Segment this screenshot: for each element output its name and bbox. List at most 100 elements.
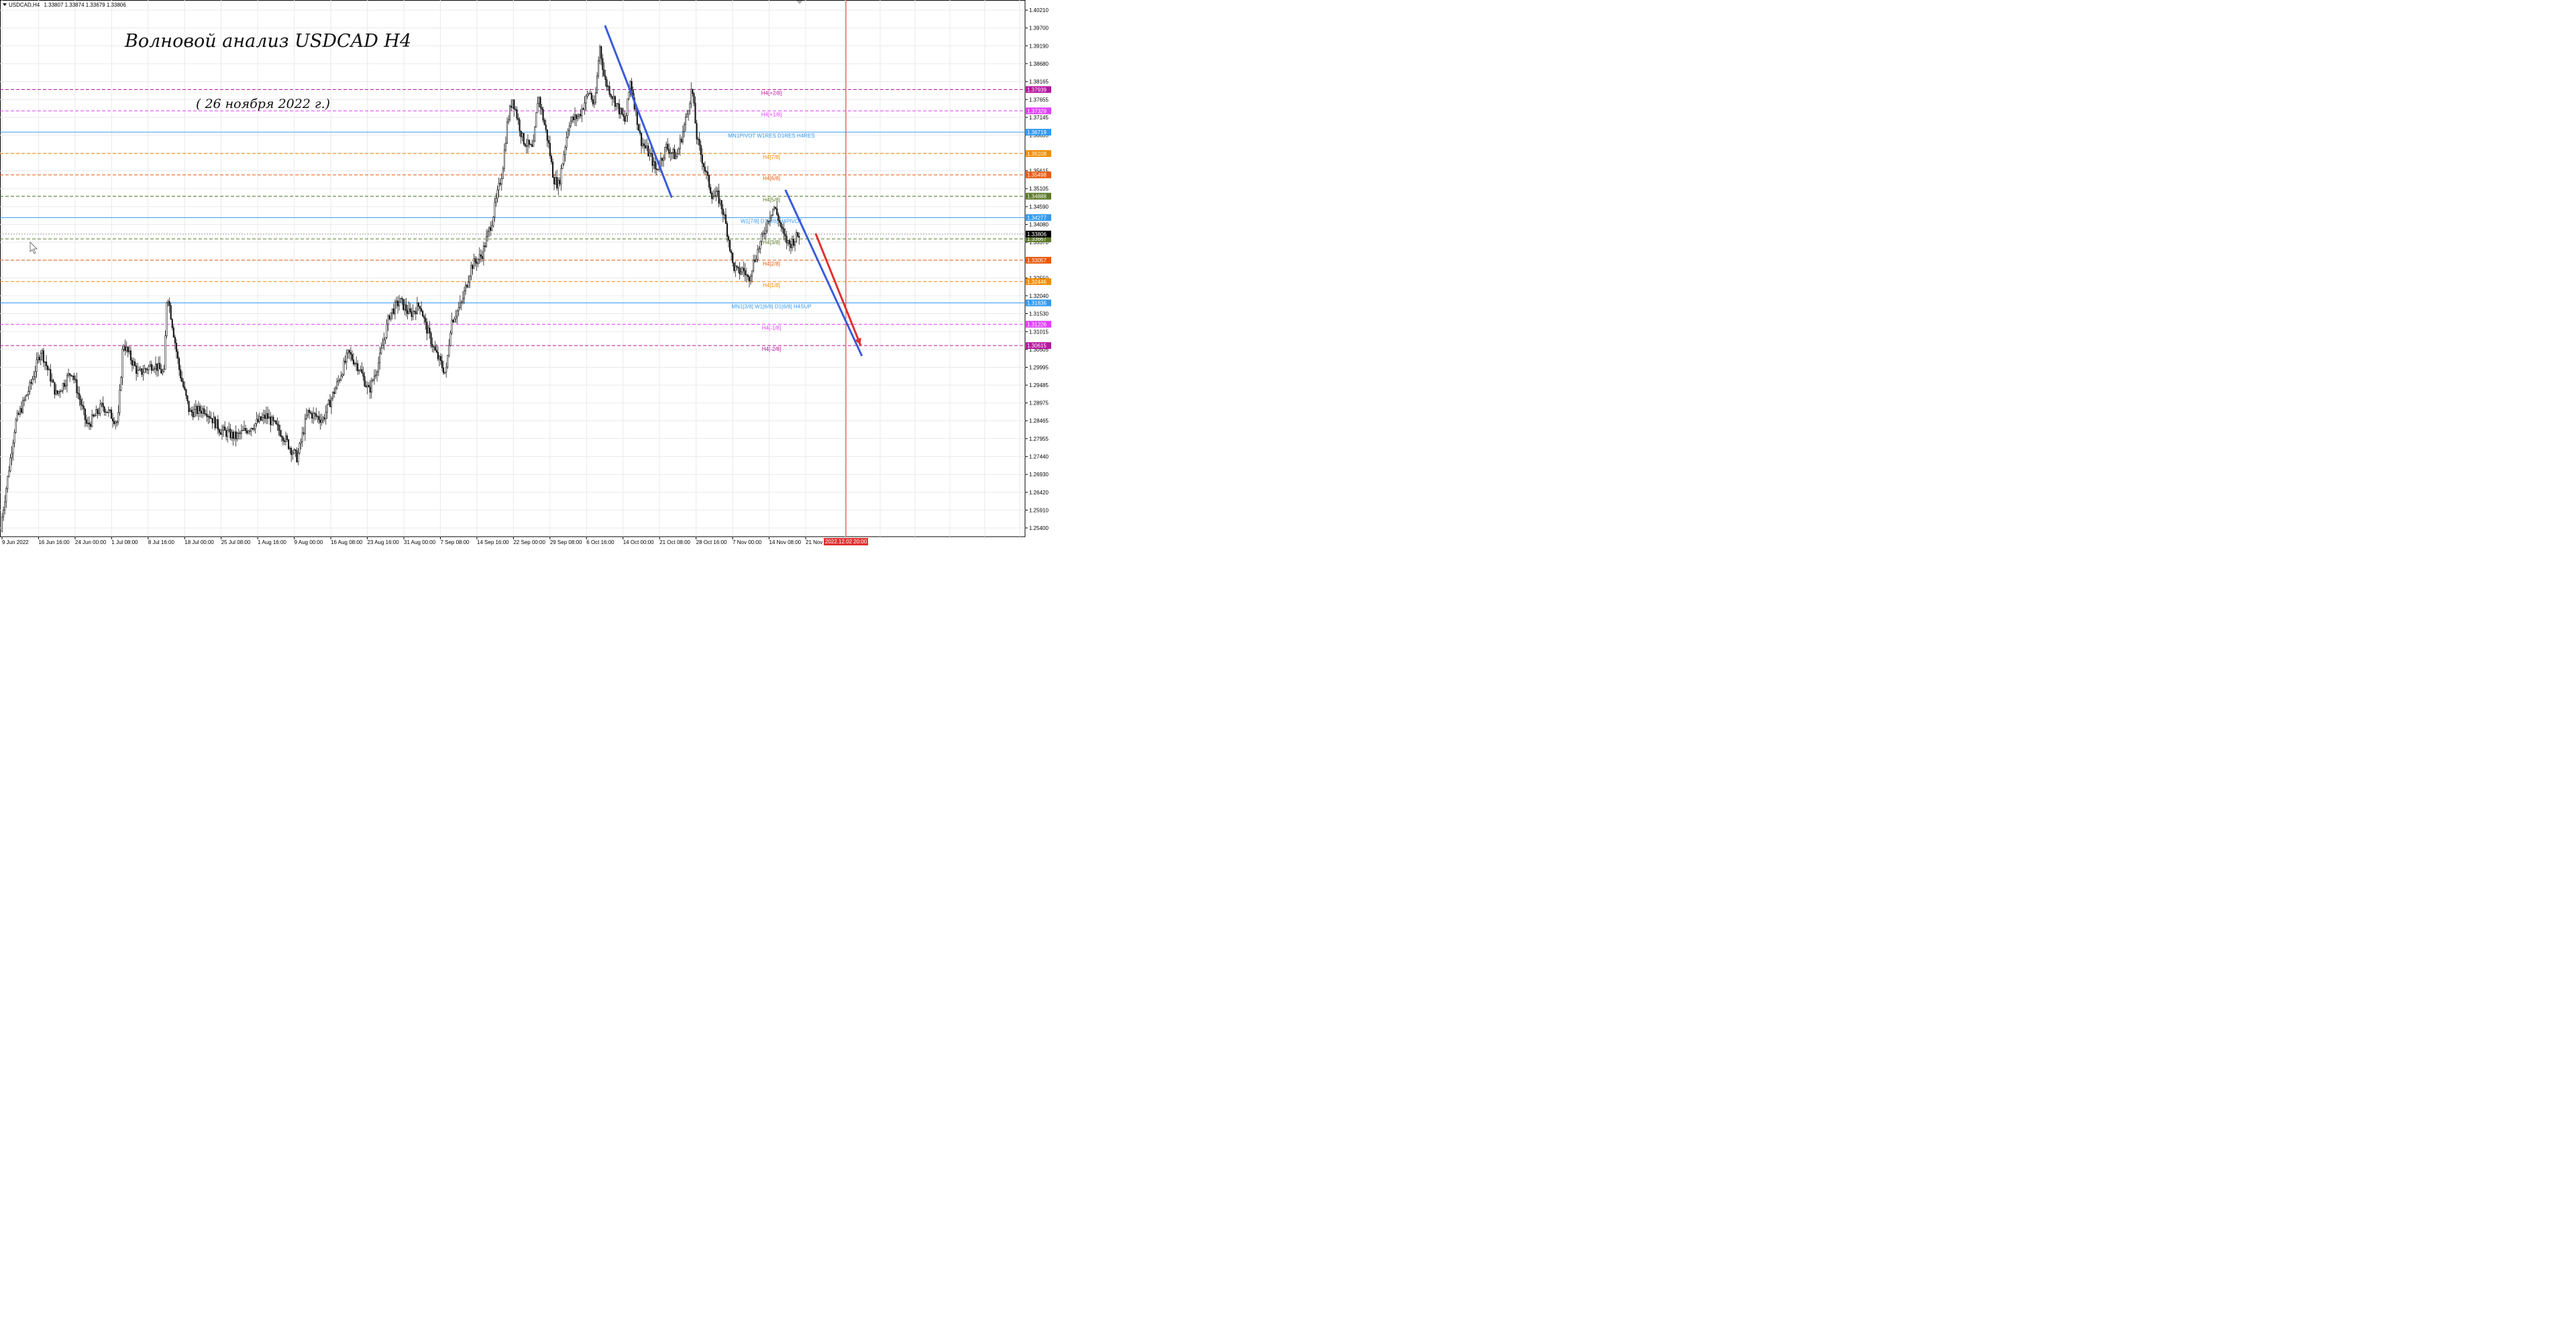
candle-body <box>369 386 371 393</box>
x-tick-label: 8 Jul 16:00 <box>148 539 175 545</box>
candle-body <box>388 315 390 320</box>
candle-body <box>191 409 193 413</box>
candle-body <box>566 137 568 148</box>
candle-body <box>594 93 597 103</box>
candle-body <box>93 414 95 417</box>
candle-body <box>80 399 82 405</box>
one-click-trading-chevron-icon[interactable] <box>796 1 803 4</box>
candle-body <box>646 146 648 149</box>
candle-body <box>743 268 745 271</box>
candle-body <box>103 407 105 413</box>
candle-body <box>449 333 451 346</box>
candle-body <box>344 360 346 363</box>
candle-body <box>283 440 285 442</box>
candle-body <box>480 254 482 257</box>
candle-body <box>744 270 746 276</box>
candle-body <box>358 370 360 372</box>
candle-body <box>512 99 514 108</box>
x-tick-label: 14 Nov 08:00 <box>769 539 802 545</box>
candle-body <box>12 442 14 454</box>
candle-body <box>478 254 480 260</box>
candle-body <box>364 376 366 386</box>
candle-body <box>77 392 79 394</box>
x-tick-label: 14 Sep 16:00 <box>477 539 509 545</box>
candle-body <box>137 370 139 374</box>
candle-body <box>13 432 15 443</box>
candle-body <box>395 301 398 303</box>
candle-body <box>672 149 674 153</box>
candle-body <box>15 419 17 433</box>
candle-body <box>335 388 337 394</box>
candle-body <box>775 207 777 209</box>
collapse-triangle-icon[interactable] <box>3 3 7 6</box>
candle-body <box>477 259 479 264</box>
candle-body <box>502 168 504 179</box>
candle-body <box>610 94 612 97</box>
chart-window[interactable]: H4[+2/8] H4[+1/8] MN1PIVOT W1RES D1RES H4R… <box>0 0 1052 547</box>
x-tick-label: 6 Oct 16:00 <box>586 539 614 545</box>
candle-body <box>474 258 476 262</box>
candle-body <box>469 276 471 282</box>
candle-body <box>132 361 135 366</box>
candle-body <box>59 391 61 392</box>
x-tick-label: 28 Oct 16:00 <box>696 539 727 545</box>
candle-body <box>531 144 533 147</box>
level-price-label: 1.31836 <box>1027 301 1046 307</box>
candle-body <box>404 304 406 310</box>
candle-body <box>549 143 551 156</box>
candle-body <box>580 113 582 116</box>
level-price-badge <box>1026 256 1051 264</box>
candle-body <box>154 363 157 369</box>
candle-body <box>8 470 10 477</box>
candle-body <box>378 362 380 372</box>
wave-trend-line[interactable] <box>604 25 673 198</box>
candle-body <box>286 435 288 440</box>
candle-body <box>368 384 370 388</box>
candle-body <box>16 413 18 421</box>
candle-body <box>589 93 591 95</box>
candle-body <box>527 140 529 146</box>
candle-body <box>426 321 428 334</box>
candle-body <box>28 391 30 395</box>
y-tick-label: 1.37655 <box>1029 97 1049 103</box>
candle-body <box>376 372 378 376</box>
candle-body <box>321 419 323 423</box>
candle-body <box>705 170 708 172</box>
level-price-badge <box>1026 107 1051 115</box>
candle-body <box>671 152 673 154</box>
candle-body <box>411 311 413 317</box>
forecast-arrow-line[interactable] <box>814 233 862 346</box>
candle-body <box>698 139 700 146</box>
candle-body <box>398 302 400 307</box>
wave-trend-line[interactable] <box>784 189 863 357</box>
y-tick-label: 1.39190 <box>1029 43 1049 49</box>
x-tick-label: 1 Jul 08:00 <box>111 539 138 545</box>
candle-body <box>494 202 496 217</box>
candle-body <box>661 158 663 161</box>
candle-body <box>674 149 676 160</box>
candle-body <box>735 266 737 271</box>
candle-body <box>343 360 345 375</box>
candle-body <box>246 430 248 433</box>
candle-body <box>20 408 23 413</box>
candle-body <box>311 413 313 419</box>
candle-body <box>192 412 194 417</box>
candle-body <box>486 231 489 237</box>
candle-body <box>129 350 131 361</box>
candle-body <box>40 353 42 360</box>
candle-body <box>4 501 6 511</box>
price-chart[interactable]: H4[+2/8] H4[+1/8] MN1PIVOT W1RES D1RES H4R… <box>0 0 1052 547</box>
y-tick-label: 1.34080 <box>1029 222 1049 228</box>
candle-body <box>116 421 118 423</box>
ohlc-values: 1.33807 1.33874 1.33679 1.33806 <box>44 2 126 8</box>
candle-body <box>427 327 429 334</box>
candle-body <box>392 309 394 314</box>
candle-body <box>592 99 594 105</box>
level-price-label: 1.33667 <box>1027 236 1046 242</box>
candle-body <box>202 408 204 414</box>
candle-body <box>37 357 39 360</box>
wave-lines[interactable] <box>604 25 863 357</box>
candle-body <box>534 127 536 142</box>
candle-body <box>121 349 123 378</box>
candle-body <box>257 419 259 423</box>
